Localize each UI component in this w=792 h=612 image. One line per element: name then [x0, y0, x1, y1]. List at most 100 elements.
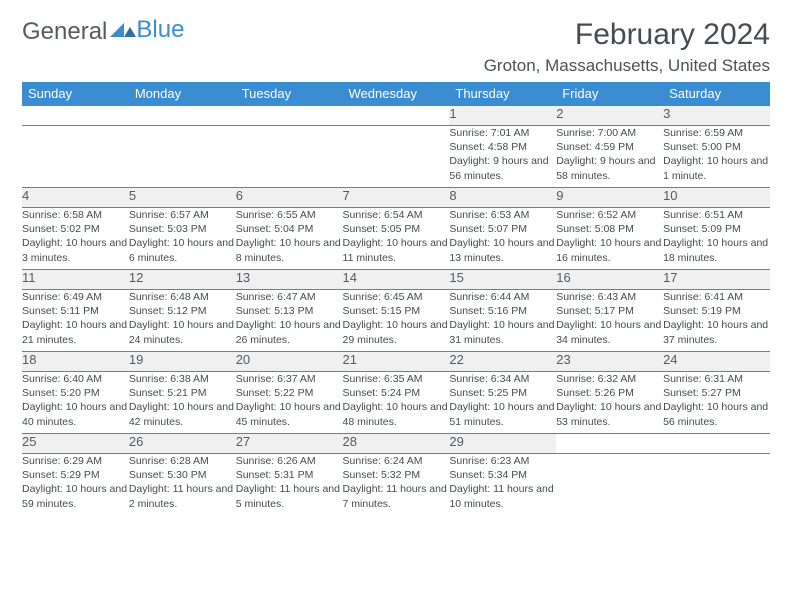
brand-part2: Blue [136, 16, 184, 44]
day-detail-cell: Sunrise: 6:28 AMSunset: 5:30 PMDaylight:… [129, 454, 236, 516]
day-header: Monday [129, 82, 236, 106]
day-number-cell [556, 434, 663, 454]
day-number-cell: 13 [236, 270, 343, 290]
daylight-text: Daylight: 10 hours and 29 minutes. [343, 318, 450, 346]
sunrise-text: Sunrise: 6:28 AM [129, 454, 236, 468]
sunrise-text: Sunrise: 6:29 AM [22, 454, 129, 468]
sunrise-text: Sunrise: 6:58 AM [22, 208, 129, 222]
day-number-cell: 14 [343, 270, 450, 290]
daylight-text: Daylight: 10 hours and 6 minutes. [129, 236, 236, 264]
sunset-text: Sunset: 4:59 PM [556, 140, 663, 154]
day-number-cell: 12 [129, 270, 236, 290]
day-number-cell: 9 [556, 188, 663, 208]
day-number-cell: 25 [22, 434, 129, 454]
day-detail-cell: Sunrise: 6:59 AMSunset: 5:00 PMDaylight:… [663, 126, 770, 188]
sunrise-text: Sunrise: 6:45 AM [343, 290, 450, 304]
day-number-cell: 29 [449, 434, 556, 454]
sunset-text: Sunset: 5:13 PM [236, 304, 343, 318]
week-number-row: 11121314151617 [22, 270, 770, 290]
daylight-text: Daylight: 10 hours and 31 minutes. [449, 318, 556, 346]
sunrise-text: Sunrise: 6:24 AM [343, 454, 450, 468]
sunrise-text: Sunrise: 6:32 AM [556, 372, 663, 386]
sunset-text: Sunset: 5:30 PM [129, 468, 236, 482]
day-detail-cell: Sunrise: 6:45 AMSunset: 5:15 PMDaylight:… [343, 290, 450, 352]
daylight-text: Daylight: 10 hours and 45 minutes. [236, 400, 343, 428]
daylight-text: Daylight: 10 hours and 3 minutes. [22, 236, 129, 264]
day-number-cell: 16 [556, 270, 663, 290]
daylight-text: Daylight: 10 hours and 53 minutes. [556, 400, 663, 428]
daylight-text: Daylight: 9 hours and 58 minutes. [556, 154, 663, 182]
day-detail-cell [663, 454, 770, 516]
daylight-text: Daylight: 10 hours and 37 minutes. [663, 318, 770, 346]
sunset-text: Sunset: 5:29 PM [22, 468, 129, 482]
day-number-cell: 7 [343, 188, 450, 208]
week-number-row: 18192021222324 [22, 352, 770, 372]
day-number-cell: 2 [556, 106, 663, 126]
sunset-text: Sunset: 5:31 PM [236, 468, 343, 482]
day-number-cell: 5 [129, 188, 236, 208]
day-header: Friday [556, 82, 663, 106]
daylight-text: Daylight: 11 hours and 2 minutes. [129, 482, 236, 510]
day-number-cell: 1 [449, 106, 556, 126]
sunset-text: Sunset: 5:03 PM [129, 222, 236, 236]
sunset-text: Sunset: 5:05 PM [343, 222, 450, 236]
flag-icon [110, 18, 136, 46]
day-number-cell [236, 106, 343, 126]
day-detail-cell: Sunrise: 6:43 AMSunset: 5:17 PMDaylight:… [556, 290, 663, 352]
week-detail-row: Sunrise: 6:40 AMSunset: 5:20 PMDaylight:… [22, 372, 770, 434]
day-number-cell: 15 [449, 270, 556, 290]
sunrise-text: Sunrise: 6:49 AM [22, 290, 129, 304]
day-number-cell [663, 434, 770, 454]
daylight-text: Daylight: 10 hours and 13 minutes. [449, 236, 556, 264]
week-detail-row: Sunrise: 6:58 AMSunset: 5:02 PMDaylight:… [22, 208, 770, 270]
day-detail-cell: Sunrise: 6:23 AMSunset: 5:34 PMDaylight:… [449, 454, 556, 516]
day-detail-cell: Sunrise: 7:00 AMSunset: 4:59 PMDaylight:… [556, 126, 663, 188]
week-number-row: 2526272829 [22, 434, 770, 454]
daylight-text: Daylight: 10 hours and 11 minutes. [343, 236, 450, 264]
sunset-text: Sunset: 5:24 PM [343, 386, 450, 400]
sunrise-text: Sunrise: 6:53 AM [449, 208, 556, 222]
daylight-text: Daylight: 10 hours and 18 minutes. [663, 236, 770, 264]
sunrise-text: Sunrise: 6:54 AM [343, 208, 450, 222]
day-detail-cell [556, 454, 663, 516]
day-detail-cell: Sunrise: 6:52 AMSunset: 5:08 PMDaylight:… [556, 208, 663, 270]
day-number-cell: 3 [663, 106, 770, 126]
day-detail-cell: Sunrise: 6:26 AMSunset: 5:31 PMDaylight:… [236, 454, 343, 516]
day-detail-cell: Sunrise: 6:35 AMSunset: 5:24 PMDaylight:… [343, 372, 450, 434]
daylight-text: Daylight: 10 hours and 1 minute. [663, 154, 770, 182]
day-detail-cell: Sunrise: 6:24 AMSunset: 5:32 PMDaylight:… [343, 454, 450, 516]
day-detail-cell [236, 126, 343, 188]
brand-part1: General [22, 18, 107, 46]
sunset-text: Sunset: 5:21 PM [129, 386, 236, 400]
day-number-cell: 18 [22, 352, 129, 372]
header: General Blue February 2024 Groton, Massa… [22, 18, 770, 76]
day-detail-cell: Sunrise: 6:49 AMSunset: 5:11 PMDaylight:… [22, 290, 129, 352]
week-detail-row: Sunrise: 6:29 AMSunset: 5:29 PMDaylight:… [22, 454, 770, 516]
calendar-table: SundayMondayTuesdayWednesdayThursdayFrid… [22, 82, 770, 516]
daylight-text: Daylight: 10 hours and 21 minutes. [22, 318, 129, 346]
sunrise-text: Sunrise: 7:00 AM [556, 126, 663, 140]
day-number-cell: 10 [663, 188, 770, 208]
day-number-cell: 24 [663, 352, 770, 372]
daylight-text: Daylight: 11 hours and 7 minutes. [343, 482, 450, 510]
day-detail-cell: Sunrise: 6:48 AMSunset: 5:12 PMDaylight:… [129, 290, 236, 352]
sunrise-text: Sunrise: 7:01 AM [449, 126, 556, 140]
sunset-text: Sunset: 5:09 PM [663, 222, 770, 236]
sunset-text: Sunset: 5:25 PM [449, 386, 556, 400]
daylight-text: Daylight: 10 hours and 40 minutes. [22, 400, 129, 428]
week-number-row: 123 [22, 106, 770, 126]
week-number-row: 45678910 [22, 188, 770, 208]
day-detail-cell: Sunrise: 6:55 AMSunset: 5:04 PMDaylight:… [236, 208, 343, 270]
day-number-cell: 17 [663, 270, 770, 290]
daylight-text: Daylight: 10 hours and 8 minutes. [236, 236, 343, 264]
day-number-cell: 28 [343, 434, 450, 454]
sunset-text: Sunset: 5:11 PM [22, 304, 129, 318]
sunrise-text: Sunrise: 6:57 AM [129, 208, 236, 222]
day-detail-cell: Sunrise: 6:51 AMSunset: 5:09 PMDaylight:… [663, 208, 770, 270]
day-detail-cell: Sunrise: 6:32 AMSunset: 5:26 PMDaylight:… [556, 372, 663, 434]
sunset-text: Sunset: 5:08 PM [556, 222, 663, 236]
sunset-text: Sunset: 5:20 PM [22, 386, 129, 400]
day-detail-cell: Sunrise: 6:53 AMSunset: 5:07 PMDaylight:… [449, 208, 556, 270]
sunset-text: Sunset: 5:07 PM [449, 222, 556, 236]
day-detail-cell: Sunrise: 6:38 AMSunset: 5:21 PMDaylight:… [129, 372, 236, 434]
